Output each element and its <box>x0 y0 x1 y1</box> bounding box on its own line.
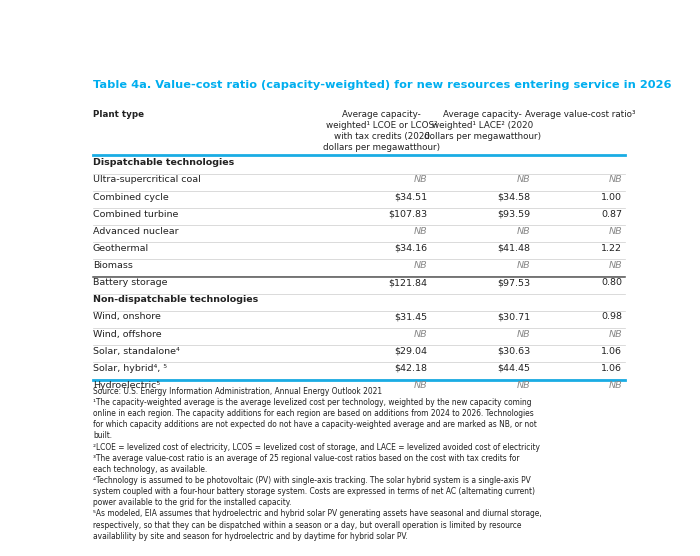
Text: built.: built. <box>93 431 112 440</box>
Text: $107.83: $107.83 <box>388 210 427 219</box>
Text: Wind, onshore: Wind, onshore <box>93 312 161 321</box>
Text: power available to the grid for the installed capacity.: power available to the grid for the inst… <box>93 498 291 507</box>
Text: availablility by site and season for hydroelectric and by daytime for hybrid sol: availablility by site and season for hyd… <box>93 532 407 540</box>
Text: $97.53: $97.53 <box>497 278 530 287</box>
Text: Average capacity-
weighted¹ LACE² (2020
dollars per megawatthour): Average capacity- weighted¹ LACE² (2020 … <box>424 110 540 141</box>
Text: 0.98: 0.98 <box>601 312 622 321</box>
Text: $34.16: $34.16 <box>394 244 427 253</box>
Text: $31.45: $31.45 <box>394 312 427 321</box>
Text: 1.22: 1.22 <box>601 244 622 253</box>
Text: Plant type: Plant type <box>93 110 144 118</box>
Text: online in each region. The capacity additions for each region are based on addit: online in each region. The capacity addi… <box>93 409 533 418</box>
Text: NB: NB <box>414 261 427 270</box>
Text: Source: U.S. Energy Information Administration, Annual Energy Outlook 2021: Source: U.S. Energy Information Administ… <box>93 387 382 396</box>
Text: Wind, offshore: Wind, offshore <box>93 330 162 339</box>
Text: Hydroelectric⁵: Hydroelectric⁵ <box>93 381 160 390</box>
Text: $41.48: $41.48 <box>497 244 530 253</box>
Text: 1.06: 1.06 <box>601 347 622 356</box>
Text: ²LCOE = levelized cost of electricity, LCOS = levelized cost of storage, and LAC: ²LCOE = levelized cost of electricity, L… <box>93 443 540 451</box>
Text: respectively, so that they can be dispatched within a season or a day, but overa: respectively, so that they can be dispat… <box>93 520 522 529</box>
Text: Dispatchable technologies: Dispatchable technologies <box>93 158 234 167</box>
Text: NB: NB <box>517 227 530 236</box>
Text: 0.80: 0.80 <box>601 278 622 287</box>
Text: 1.06: 1.06 <box>601 364 622 373</box>
Text: NB: NB <box>414 227 427 236</box>
Text: $42.18: $42.18 <box>394 364 427 373</box>
Text: NB: NB <box>414 381 427 390</box>
Text: Battery storage: Battery storage <box>93 278 167 287</box>
Text: $30.63: $30.63 <box>497 347 530 356</box>
Text: Solar, hybrid⁴, ⁵: Solar, hybrid⁴, ⁵ <box>93 364 167 373</box>
Text: ⁵As modeled, EIA assumes that hydroelectric and hybrid solar PV generating asset: ⁵As modeled, EIA assumes that hydroelect… <box>93 509 542 518</box>
Text: Advanced nuclear: Advanced nuclear <box>93 227 178 236</box>
Text: NB: NB <box>517 330 530 339</box>
Text: NB: NB <box>609 330 622 339</box>
Text: NB: NB <box>609 381 622 390</box>
Text: $44.45: $44.45 <box>497 364 530 373</box>
Text: Non-dispatchable technologies: Non-dispatchable technologies <box>93 295 258 304</box>
Text: system coupled with a four-hour battery storage system. Costs are expressed in t: system coupled with a four-hour battery … <box>93 487 535 496</box>
Text: 1.00: 1.00 <box>601 192 622 202</box>
Text: NB: NB <box>414 176 427 185</box>
Text: $121.84: $121.84 <box>388 278 427 287</box>
Text: NB: NB <box>517 261 530 270</box>
Text: Combined turbine: Combined turbine <box>93 210 178 219</box>
Text: $29.04: $29.04 <box>394 347 427 356</box>
Text: NB: NB <box>517 176 530 185</box>
Text: 0.87: 0.87 <box>601 210 622 219</box>
Text: $34.58: $34.58 <box>497 192 530 202</box>
Text: NB: NB <box>517 381 530 390</box>
Text: Geothermal: Geothermal <box>93 244 149 253</box>
Text: Solar, standalone⁴: Solar, standalone⁴ <box>93 347 180 356</box>
Text: NB: NB <box>609 261 622 270</box>
Text: Average value-cost ratio³: Average value-cost ratio³ <box>524 110 635 118</box>
Text: $93.59: $93.59 <box>497 210 530 219</box>
Text: NB: NB <box>609 227 622 236</box>
Text: for which capacity additions are not expected do not have a capacity-weighted av: for which capacity additions are not exp… <box>93 420 537 429</box>
Text: ⁴Technology is assumed to be photovoltaic (PV) with single-axis tracking. The so: ⁴Technology is assumed to be photovoltai… <box>93 476 531 485</box>
Text: ³The average value-cost ratio is an average of 25 regional value-cost ratios bas: ³The average value-cost ratio is an aver… <box>93 454 519 463</box>
Text: $30.71: $30.71 <box>497 312 530 321</box>
Text: ¹The capacity-weighted average is the average levelized cost per technology, wei: ¹The capacity-weighted average is the av… <box>93 398 531 407</box>
Text: Combined cycle: Combined cycle <box>93 192 169 202</box>
Text: Ultra-supercritical coal: Ultra-supercritical coal <box>93 176 201 185</box>
Text: NB: NB <box>414 330 427 339</box>
Text: NB: NB <box>609 176 622 185</box>
Text: $34.51: $34.51 <box>394 192 427 202</box>
Text: Table 4a. Value-cost ratio (capacity-weighted) for new resources entering servic: Table 4a. Value-cost ratio (capacity-wei… <box>93 81 671 91</box>
Text: Average capacity-
weighted¹ LCOE or LCOS²
with tax credits (2020
dollars per meg: Average capacity- weighted¹ LCOE or LCOS… <box>323 110 440 152</box>
Text: Biomass: Biomass <box>93 261 133 270</box>
Text: each technology, as available.: each technology, as available. <box>93 465 207 474</box>
